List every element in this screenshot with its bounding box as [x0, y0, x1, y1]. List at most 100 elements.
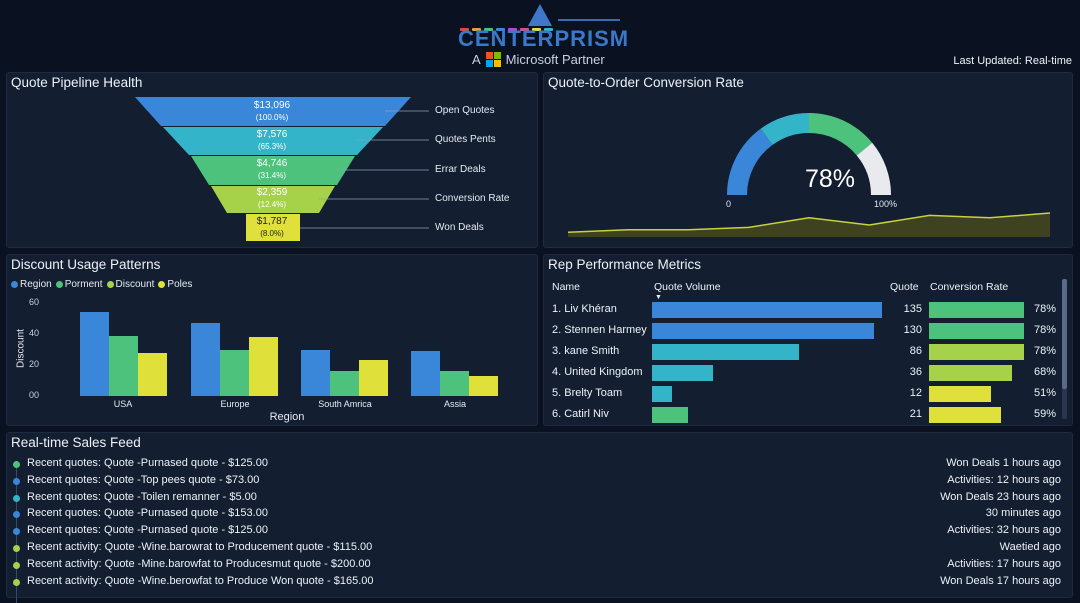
rep-scrollbar-thumb[interactable]: [1062, 279, 1067, 389]
rep-panel: Rep Performance Metrics Name Quote Volum…: [543, 254, 1073, 426]
bar-porment-usa[interactable]: [109, 335, 138, 396]
funnel-pct-5: (8.0%): [260, 229, 284, 238]
bar-poles-assia[interactable]: [469, 375, 498, 396]
bar-porment-assia[interactable]: [440, 371, 469, 396]
bar-poles-south-amrica[interactable]: [359, 360, 388, 396]
rep-scrollbar[interactable]: [1062, 279, 1067, 419]
rep-conversion: 78%: [1033, 324, 1056, 336]
col-conversion-rate[interactable]: Conversion Rate: [930, 281, 1009, 293]
feed-item[interactable]: Recent activity: Quote -Wine.berowfat to…: [7, 575, 1077, 592]
rep-name: 6. Catirl Niv: [552, 408, 609, 420]
brand-name: CENTERPRISM: [458, 26, 630, 51]
legend-item-poles[interactable]: Poles: [158, 279, 192, 290]
funnel-stage-1[interactable]: [135, 97, 411, 126]
rep-name: 5. Brelty Toam: [552, 387, 623, 399]
bar-region-south-amrica[interactable]: [301, 349, 330, 396]
feed-text: Recent quotes: Quote -Purnased quote - $…: [27, 457, 268, 469]
bar-region-usa[interactable]: [80, 312, 109, 396]
conversion-title: Quote-to-Order Conversion Rate: [548, 75, 744, 90]
feed-item[interactable]: Recent quotes: Quote -Top pees quote - $…: [7, 474, 1077, 491]
y-tick-40: 40: [29, 328, 40, 338]
bar-poles-europe[interactable]: [249, 337, 278, 396]
feed-item[interactable]: Recent quotes: Quote -Toilen remanner - …: [7, 491, 1077, 508]
funnel-value-3: $4,746: [256, 158, 288, 169]
rep-quote: 21: [909, 408, 922, 420]
funnel-pct-1: (100.0%): [255, 113, 289, 122]
x-tick-south-america: South Amrica: [318, 399, 372, 409]
feed-dot-icon: [13, 511, 20, 519]
feed-time: Won Deals 1 hours ago: [946, 457, 1061, 469]
microsoft-logo-icon: [485, 52, 501, 67]
feed-title: Real-time Sales Feed: [11, 435, 141, 450]
x-tick-europe: Europe: [220, 399, 250, 409]
feed-item[interactable]: Recent quotes: Quote -Purnased quote - $…: [7, 457, 1077, 474]
feed-text: Recent activity: Quote -Wine.berowfat to…: [27, 574, 374, 587]
funnel-stage-4[interactable]: [211, 186, 335, 213]
gauge-svg: [567, 113, 1051, 237]
gauge-arc-blue: [727, 128, 773, 196]
funnel-value-2: $7,576: [256, 129, 288, 140]
feed-time: Won Deals 23 hours ago: [940, 490, 1061, 503]
bar-porment-south-amrica[interactable]: [330, 371, 359, 396]
feed-dot-icon: [13, 545, 20, 552]
feed-dot-icon: [13, 477, 20, 485]
rep-conversion: 78%: [1033, 345, 1056, 357]
rep-quote: 36: [909, 366, 922, 378]
legend-item-discount[interactable]: Discount: [106, 279, 154, 290]
rep-conversion: 78%: [1033, 303, 1056, 315]
discount-bars: [7, 255, 539, 427]
bar-porment-europe[interactable]: [220, 349, 249, 396]
bar-poles-usa[interactable]: [138, 352, 167, 396]
legend-item-region[interactable]: Region: [11, 279, 52, 290]
feed-item[interactable]: Recent quotes: Quote -Purnased quote - $…: [7, 507, 1077, 524]
funnel-pct-3: (31.4%): [257, 171, 286, 180]
feed-item[interactable]: Recent activity: Quote -Wine.barowrat to…: [7, 541, 1077, 558]
bar-region-europe[interactable]: [191, 323, 220, 396]
quote-volume-bar: [652, 386, 673, 402]
feed-text: Recent quotes: Quote -Top pees quote - $…: [27, 473, 260, 486]
gauge-arcs: [727, 113, 891, 196]
y-tick-60: 60: [29, 297, 40, 307]
y-tick-00: 00: [29, 390, 40, 400]
feed-panel: Real-time Sales Feed Recent quotes: Quot…: [6, 432, 1073, 603]
gauge-arc-teal: [760, 113, 810, 146]
feed-item[interactable]: Recent activity: Quote -Mine.barowfat to…: [7, 558, 1077, 575]
rep-conversion: 59%: [1033, 408, 1056, 420]
gauge-max-label: 100%: [874, 199, 898, 209]
col-quote-volume[interactable]: Quote Volume: [654, 281, 721, 293]
feed-dot-icon: [13, 494, 20, 502]
partner-line: A Microsoft Partner: [472, 52, 605, 67]
conversion-bar: [929, 365, 1012, 381]
funnel-stage-5[interactable]: [246, 214, 300, 241]
pipeline-panel: Quote Pipeline Health $13,096 (100.0%) $…: [6, 72, 538, 248]
conversion-bar: [929, 407, 1001, 423]
discount-panel: Discount Usage Patterns Region Porment D…: [6, 254, 538, 426]
quote-volume-bar: [652, 323, 874, 339]
funnel-pct-4: (12.4%): [257, 200, 286, 209]
funnel-stage-3[interactable]: [191, 156, 355, 185]
bar-region-assia[interactable]: [411, 351, 440, 396]
feed-text: Recent quotes: Quote -Purnased quote - $…: [27, 507, 268, 520]
funnel-svg: [135, 97, 429, 241]
feed-dot-icon: [13, 528, 20, 536]
rep-name: 1. Liv Khéran: [552, 303, 617, 315]
feed-time: Waetied ago: [999, 541, 1061, 553]
rep-quote: 86: [909, 345, 922, 357]
gauge-arc-remaining: [856, 142, 891, 196]
feed-time: Activities: 17 hours ago: [947, 557, 1061, 570]
funnel-label-1: Open Quotes: [435, 105, 495, 116]
funnel-label-2: Quotes Pents: [435, 134, 496, 145]
funnel-label-5: Won Deals: [435, 222, 484, 233]
sparkline-line: [567, 212, 1051, 233]
sort-down-icon[interactable]: ▼: [655, 294, 662, 301]
funnel-pct-2: (65.3%): [257, 142, 286, 151]
feed-item[interactable]: Recent quotes: Quote -Purnased quote - $…: [7, 524, 1077, 541]
col-name[interactable]: Name: [552, 281, 581, 293]
gauge-arc-green: [808, 113, 873, 156]
x-tick-assia: Assia: [443, 399, 466, 409]
funnel-stage-2[interactable]: [163, 127, 383, 155]
feed-text: Recent activity: Quote -Mine.barowfat to…: [27, 557, 371, 570]
conversion-bar: [929, 386, 991, 402]
legend-item-porment[interactable]: Porment: [55, 279, 103, 290]
col-quote[interactable]: Quote: [890, 281, 919, 293]
